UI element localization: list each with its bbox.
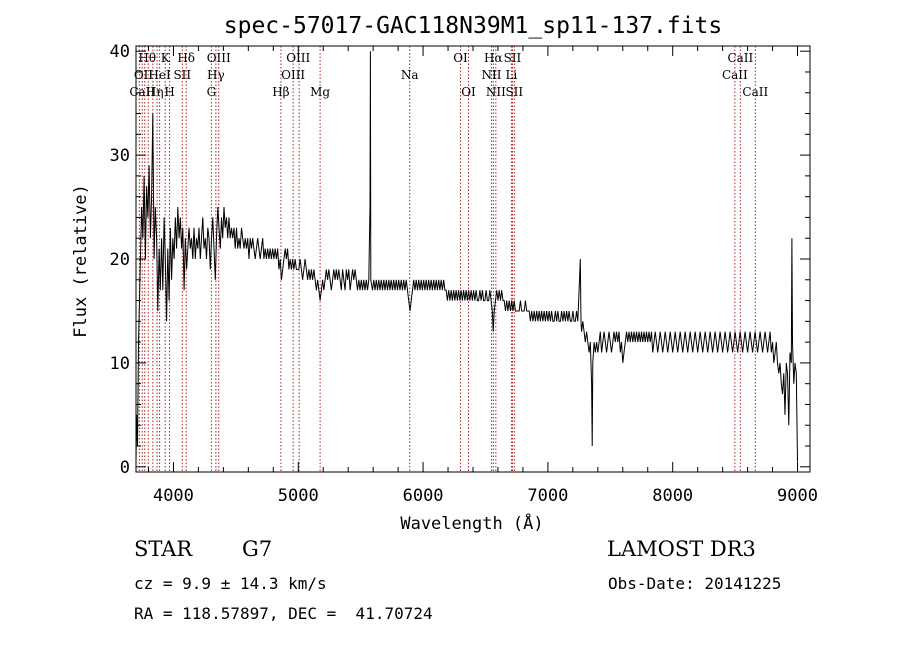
y-axis: 0 10 20 30 40 (110, 42, 810, 478)
line-label-0: Hθ (138, 51, 156, 65)
line-label-4: OIII (286, 51, 310, 65)
x-tick-label-4: 8000 (652, 486, 693, 506)
line-label-8: CaII (727, 51, 753, 65)
obs-date: Obs-Date: 20141225 (608, 574, 782, 593)
y-tick-label-3: 30 (110, 146, 130, 166)
spectral-line-markers (138, 46, 756, 472)
line-label-26: SII (505, 85, 523, 99)
x-tick-label-1: 5000 (278, 486, 319, 506)
line-label-1: K (161, 51, 171, 65)
y-tick-label-2: 20 (110, 250, 130, 270)
y-axis-label: Flux (relative) (71, 184, 91, 338)
y-tick-label-0: 0 (120, 458, 130, 478)
line-label-13: OIII (281, 68, 305, 82)
x-axis-label: Wavelength (Å) (400, 512, 543, 534)
line-label-25: NII (486, 85, 506, 99)
y-tick-label-4: 40 (110, 42, 130, 62)
line-label-17: CaII (722, 68, 748, 82)
line-label-23: Mg (310, 85, 330, 99)
x-axis: 4000 5000 6000 7000 8000 9000 (147, 46, 818, 506)
line-label-22: Hβ (272, 85, 289, 99)
x-tick-label-0: 4000 (153, 486, 194, 506)
object-subclass: G7 (242, 537, 273, 561)
y-tick-label-1: 10 (110, 354, 130, 374)
line-label-14: Na (401, 68, 419, 82)
x-tick-label-3: 7000 (527, 486, 568, 506)
line-label-2: Hδ (177, 51, 195, 65)
line-label-10: HeI (148, 68, 171, 82)
line-label-5: OI (453, 51, 468, 65)
line-label-24: OI (461, 85, 476, 99)
line-label-7: SII (504, 51, 522, 65)
line-label-16: Li (506, 68, 518, 82)
survey-name: LAMOST DR3 (607, 537, 756, 561)
line-label-19: Hη (146, 85, 164, 99)
line-label-20: H (164, 85, 174, 99)
line-label-21: G (207, 85, 217, 99)
line-label-3: OIII (207, 51, 231, 65)
line-label-12: Hγ (207, 68, 225, 82)
x-tick-label-2: 6000 (403, 486, 444, 506)
line-label-15: NII (481, 68, 501, 82)
line-label-27: CaII (742, 85, 768, 99)
coordinates: RA = 118.57897, DEC = 41.70724 (134, 604, 433, 623)
line-label-6: Hα (484, 51, 503, 65)
object-class: STAR (134, 537, 193, 561)
line-label-11: SII (173, 68, 191, 82)
x-tick-label-5: 9000 (777, 486, 818, 506)
plot-frame (135, 45, 811, 473)
flux-series-line (135, 51, 798, 462)
redshift-text: cz = 9.9 ± 14.3 km/s (134, 574, 327, 593)
chart-title: spec-57017-GAC118N39M1_sp11-137.fits (224, 13, 723, 39)
